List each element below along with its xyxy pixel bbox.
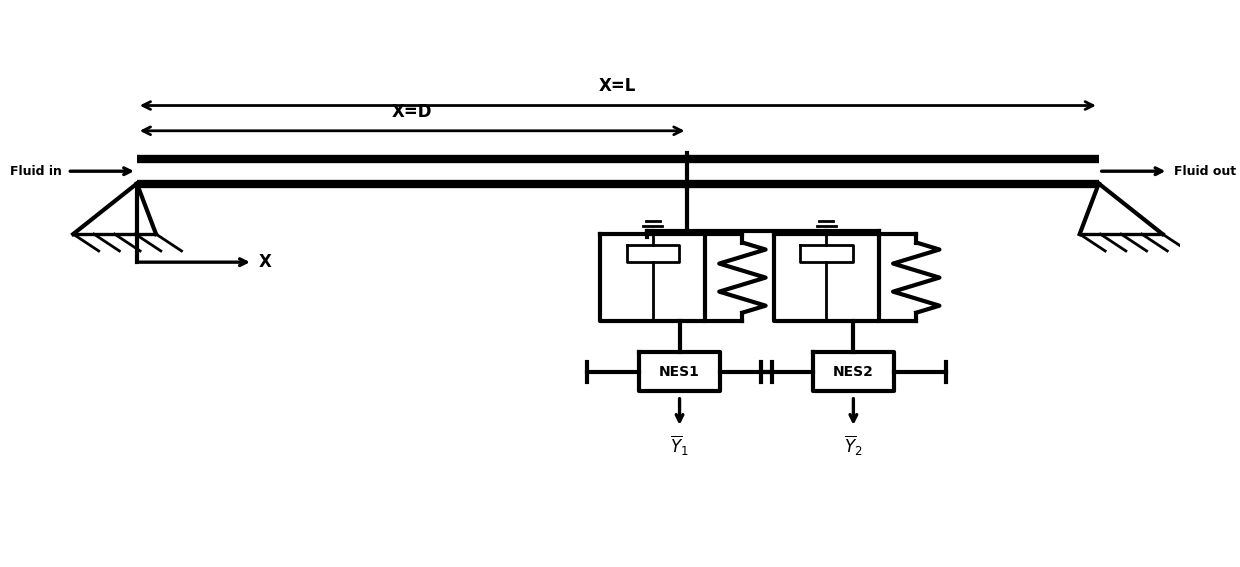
Text: $\overline{Y}_1$: $\overline{Y}_1$ [670, 433, 689, 458]
Text: X=L: X=L [599, 78, 636, 95]
Text: X: X [259, 253, 272, 271]
Text: $\overline{Y}_2$: $\overline{Y}_2$ [844, 433, 863, 458]
Text: Fluid out: Fluid out [1174, 164, 1236, 177]
Text: NES1: NES1 [660, 365, 701, 379]
Text: X=D: X=D [392, 103, 433, 121]
Text: NES2: NES2 [833, 365, 874, 379]
Text: Fluid in: Fluid in [10, 164, 62, 177]
